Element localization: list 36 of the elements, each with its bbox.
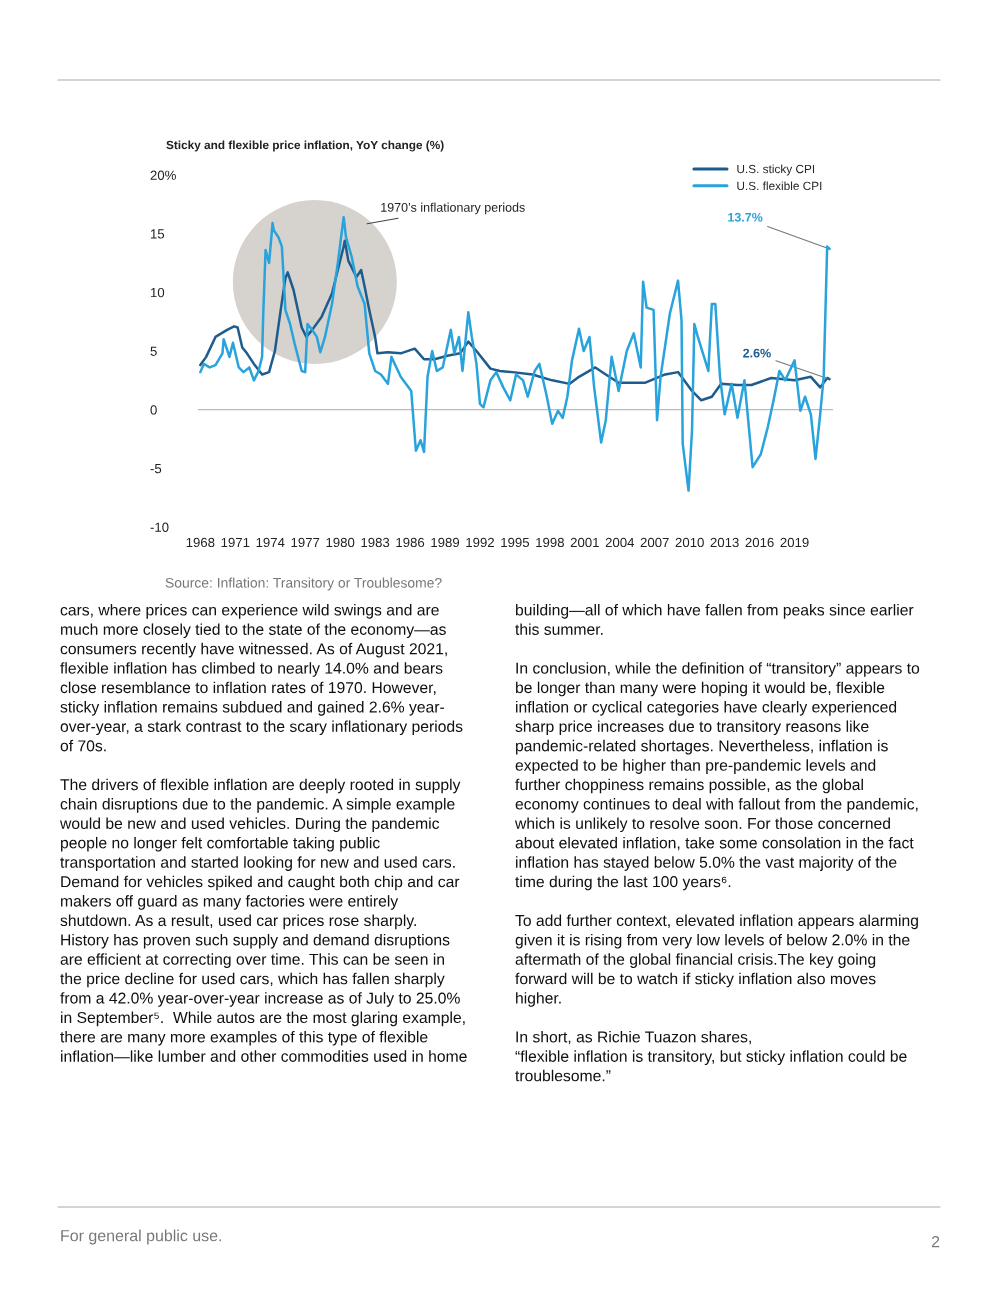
y-tick-label: 5 bbox=[150, 346, 157, 356]
text: For general public use. bbox=[61, 1229, 222, 1245]
y-tick-label: 0 bbox=[150, 405, 157, 415]
x-tick-label: 2016 bbox=[745, 537, 774, 548]
x-tick-label: 1986 bbox=[396, 537, 425, 548]
x-tick-label: 2004 bbox=[605, 537, 635, 548]
y-tick-label: -10 bbox=[150, 522, 169, 532]
x-tick-label: 1974 bbox=[256, 537, 285, 548]
text: cars, where prices can experience wild swings and are much more closely tied to the state of the economy—as consumers recently have witnessed. As of August 2021, flexible inflation has climbed to nearly 14.0% and bears close resemblance to inflation rates of 1970. However, sticky inflation remains subdued and gained 2.6% year- over-year, a stark contrast to the scary inflationary periods of 70s. The drivers of flexible inflation are deeply rooted in supply chain disruptions due to the pandemic. A simple example would be new and used vehicles. During the pandemic people no longer felt comfortable taking public transportation and started looking for new and used cars. Demand for vehicles spiked and caught both chip and car makers off guard as many factories were entirely shutdown. As a result, used car prices rose sharply. History has proven such supply and demand disruptions are efficient at correcting over time. This can be seen in the price decline for used cars, which has fallen sharply from a 42.0% year-over-year increase as of July to 25.0% in September⁵. While autos are the most glaring example, there are many more examples of this type of flexible inflation—like lumber and other commodities used in home bbox=[59, 604, 467, 1062]
x-tick-label: 1968 bbox=[186, 537, 215, 548]
y-tick-label: 10 bbox=[150, 287, 165, 298]
y-tick-label: -5 bbox=[150, 464, 162, 474]
x-tick-label: 1992 bbox=[466, 537, 494, 548]
x-tick-label: 1998 bbox=[536, 537, 564, 548]
y-tick-label: 20% bbox=[150, 170, 176, 180]
legend-label: U.S. sticky CPI bbox=[737, 164, 815, 176]
x-tick-label: 1971 bbox=[221, 537, 250, 548]
text: building—all of which have fallen from peaks since earlier this summer. In conclusion, while the definition of “transitory” appears to be longer than many were hoping it would be, flexible inflation or cyclical categories have clearly experienced sharp price increases due to transitory reasons like pandemic-related shortages. Nevertheless, inflation is expected to be higher than pre-pandemic levels and further choppiness remains possible, as the global economy continues to deal with fallout from the pandemic, which is unlikely to resolve soon. For those concerned about elevated inflation, take some consolation in the fact inflation has stayed below 5.0% the vast majority of the time during the last 100 years⁶. To add further context, elevated inflation appears alarming given it is rising from very low levels of below 2.0% in the aftermath of the global financial crisis.The key going forward will be to watch if sticky inflation also moves higher. In short, as Richie Tuazon shares, “flexible inflation is transitory, but sticky inflation could be troublesome.” bbox=[514, 604, 920, 1082]
x-tick-label: 1977 bbox=[291, 537, 320, 548]
source-note: Source: Inflation: Transitory or Troublesome? bbox=[165, 577, 442, 591]
x-tick-label: 2019 bbox=[780, 537, 809, 548]
annotation: 2.6% bbox=[743, 348, 771, 358]
x-tick-label: 2013 bbox=[710, 537, 739, 548]
x-tick-label: 1980 bbox=[326, 537, 355, 548]
chart-title: Sticky and flexible price inflation, YoY change (%) bbox=[166, 140, 444, 152]
x-tick-label: 1983 bbox=[361, 537, 390, 548]
x-tick-label: 1989 bbox=[431, 537, 460, 548]
legend-label: U.S. flexible CPI bbox=[737, 181, 822, 191]
x-tick-label: 2007 bbox=[640, 537, 669, 548]
text: 2 bbox=[931, 1235, 940, 1248]
y-tick-label: 15 bbox=[150, 229, 165, 239]
annotation: 13.7% bbox=[728, 212, 763, 222]
x-tick-label: 1995 bbox=[501, 537, 530, 548]
annotation: 1970’s inflationary periods bbox=[381, 202, 525, 215]
x-tick-label: 2001 bbox=[570, 537, 599, 548]
x-tick-label: 2010 bbox=[675, 537, 704, 548]
